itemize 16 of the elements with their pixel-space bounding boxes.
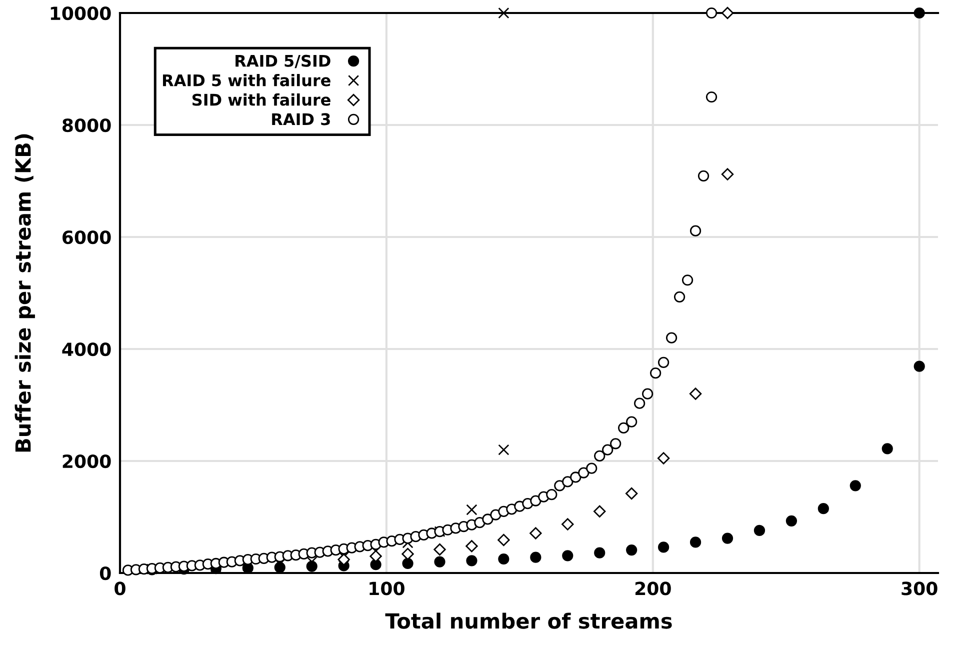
y-tick-label: 0 [100,566,111,580]
legend-label: RAID 5/SID [236,54,330,68]
x-tick-label: 200 [635,582,671,596]
legend-label: RAID 5 with failure [162,74,330,86]
legend-label: RAID 3 [272,113,330,126]
y-tick-label: 2000 [62,454,111,468]
x-tick-label: 100 [370,582,404,596]
x-tick-label: 0 [114,582,126,596]
x-axis-title: Total number of streams [385,612,672,629]
x-tick-label: 300 [902,582,938,596]
y-tick-label: 8000 [62,118,111,132]
y-tick-label: 10000 [50,6,111,20]
y-axis-title: Buffer size per stream (KB) [14,134,35,452]
legend-label: SID with failure [192,93,330,106]
y-tick-label: 6000 [62,230,111,244]
y-tick-label: 4000 [62,342,111,356]
